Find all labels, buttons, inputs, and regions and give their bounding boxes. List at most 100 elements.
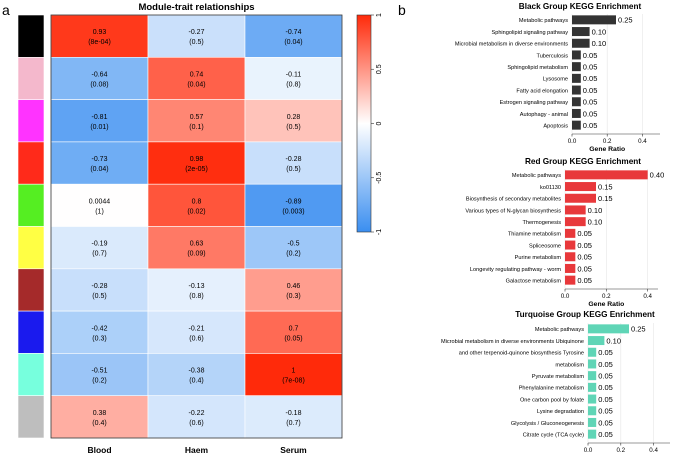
module-color-swatch: [17, 395, 45, 439]
kegg-bar-value-label: 0.05: [577, 276, 592, 285]
kegg-bar: [588, 359, 597, 369]
cell-correlation-value: -0.42: [92, 325, 108, 332]
kegg-bar-value-label: 0.40: [650, 171, 665, 180]
heatmap-cell: [244, 56, 343, 100]
heatmap-cell: [50, 353, 149, 396]
module-color-swatch: [17, 141, 45, 185]
kegg-bar: [572, 27, 590, 37]
module-color-swatch: [17, 310, 45, 354]
heatmap-title: Module-trait relationships: [138, 2, 254, 13]
cell-correlation-value: -0.27: [189, 29, 205, 36]
heatmap-cell: [50, 14, 149, 58]
cell-correlation-value: 0.74: [190, 71, 204, 78]
kegg-bar: [565, 228, 576, 238]
cell-p-value: (0.2): [92, 378, 106, 385]
cell-correlation-value: 0.0044: [89, 198, 111, 205]
heatmap-cell: [244, 183, 343, 227]
kegg-category-label: Metabolic pathways: [512, 173, 561, 179]
heatmap-cell: [147, 353, 246, 396]
x-tick-label: 0.0: [561, 293, 570, 300]
heatmap-frame: [50, 14, 343, 439]
kegg-bar-value-label: 0.10: [592, 39, 607, 48]
cell-p-value: (0.3): [286, 293, 300, 300]
kegg-bar-value-label: 0.05: [598, 430, 613, 439]
kegg-category-label: One carbon pool by folate: [520, 397, 584, 403]
heatmap-cell: [147, 226, 246, 270]
cell-correlation-value: -0.51: [92, 368, 108, 375]
kegg-bar: [588, 406, 597, 416]
kegg-bar-value-label: 0.05: [598, 407, 613, 416]
cell-p-value: (0.3): [92, 335, 106, 342]
kegg-bar: [572, 73, 581, 83]
heatmap-cell: [50, 226, 149, 270]
kegg-category-label: Lysine degradation: [537, 409, 584, 415]
kegg-category-label: Estrogen signaling pathway: [500, 100, 569, 106]
cell-p-value: (0.08): [90, 81, 108, 88]
cell-p-value: (8e-04): [88, 39, 111, 46]
cell-correlation-value: 0.63: [190, 241, 204, 248]
kegg-category-label: Spliceosome: [529, 243, 561, 249]
x-axis-label: Gene Ratio: [588, 301, 624, 308]
cell-correlation-value: -0.11: [286, 71, 302, 78]
kegg-category-label: Metabolic pathways: [519, 18, 568, 24]
heatmap-cell: [50, 310, 149, 354]
colorbar: [356, 14, 372, 233]
module-color-swatch: [17, 14, 45, 58]
cell-p-value: (0.02): [187, 208, 205, 215]
x-tick-label: 0.0: [568, 138, 577, 145]
kegg-category-label: and other terpenoid-quinone biosynthesis…: [459, 351, 584, 357]
module-color-swatch: [17, 268, 45, 312]
cell-p-value: (0.04): [90, 166, 108, 173]
kegg-category-label: Purine metabolism: [515, 255, 562, 261]
kegg-category-label: ko01130: [540, 185, 561, 191]
heatmap-cell: [50, 99, 149, 143]
cell-p-value: (0.5): [286, 166, 300, 173]
kegg-panel-title: Turquoise Group KEGG Enrichment: [515, 310, 655, 319]
kegg-bar-value-label: 0.10: [592, 27, 607, 36]
cell-p-value: (0.05): [284, 335, 302, 342]
cell-correlation-value: 0.46: [287, 283, 301, 290]
kegg-bar: [572, 50, 581, 60]
kegg-bar: [565, 240, 576, 250]
kegg-category-label: Thermogenesis: [522, 220, 561, 226]
cell-p-value: (0.8): [286, 81, 300, 88]
kegg-category-label: Biosynthesis of secondary metabolites: [466, 197, 561, 203]
heatmap-cell: [147, 395, 246, 439]
cell-correlation-value: -0.5: [287, 241, 299, 248]
kegg-bar: [588, 324, 629, 334]
kegg-bar-value-label: 0.05: [577, 253, 592, 262]
heatmap-cell: [147, 56, 246, 100]
kegg-bar-panels: Black Group KEGG Enrichment Metabolic pat…: [441, 2, 670, 453]
kegg-bar-value-label: 0.15: [598, 182, 613, 191]
kegg-category-label: Longevity regulating pathway - worm: [470, 267, 561, 273]
cell-correlation-value: -0.21: [189, 325, 205, 332]
module-color-swatch: [17, 353, 45, 396]
kegg-panel-title: Red Group KEGG Enrichment: [525, 157, 641, 166]
kegg-bar: [588, 371, 597, 381]
cell-correlation-value: 0.7: [289, 325, 299, 332]
kegg-bar-value-label: 0.05: [598, 348, 613, 357]
kegg-category-label: Microbial metabolism in diverse environm…: [455, 42, 568, 48]
kegg-bar: [572, 15, 616, 25]
heatmap-cell: [147, 14, 246, 58]
kegg-bar-value-label: 0.05: [577, 229, 592, 238]
kegg-category-label: Citrate cycle (TCA cycle): [523, 432, 584, 438]
cell-correlation-value: 0.28: [287, 114, 301, 121]
cell-p-value: (0.1): [189, 124, 203, 131]
kegg-bar: [572, 108, 581, 118]
cell-p-value: (0.4): [189, 378, 203, 385]
cell-p-value: (0.6): [189, 420, 203, 427]
heatmap-cell: [244, 99, 343, 143]
kegg-bar-value-label: 0.05: [577, 264, 592, 273]
panel-label-b: b: [398, 2, 406, 18]
cell-p-value: (0.7): [92, 251, 106, 258]
cell-correlation-value: -0.38: [189, 368, 205, 375]
cell-correlation-value: 0.57: [190, 114, 204, 121]
heatmap-cell: [147, 99, 246, 143]
x-tick-label: 0.4: [638, 138, 647, 145]
kegg-category-label: Microbial metabolism in diverse environm…: [441, 339, 584, 345]
kegg-category-label: Tuberculosis: [536, 53, 568, 59]
kegg-bar: [588, 347, 597, 357]
kegg-bar: [572, 38, 590, 48]
